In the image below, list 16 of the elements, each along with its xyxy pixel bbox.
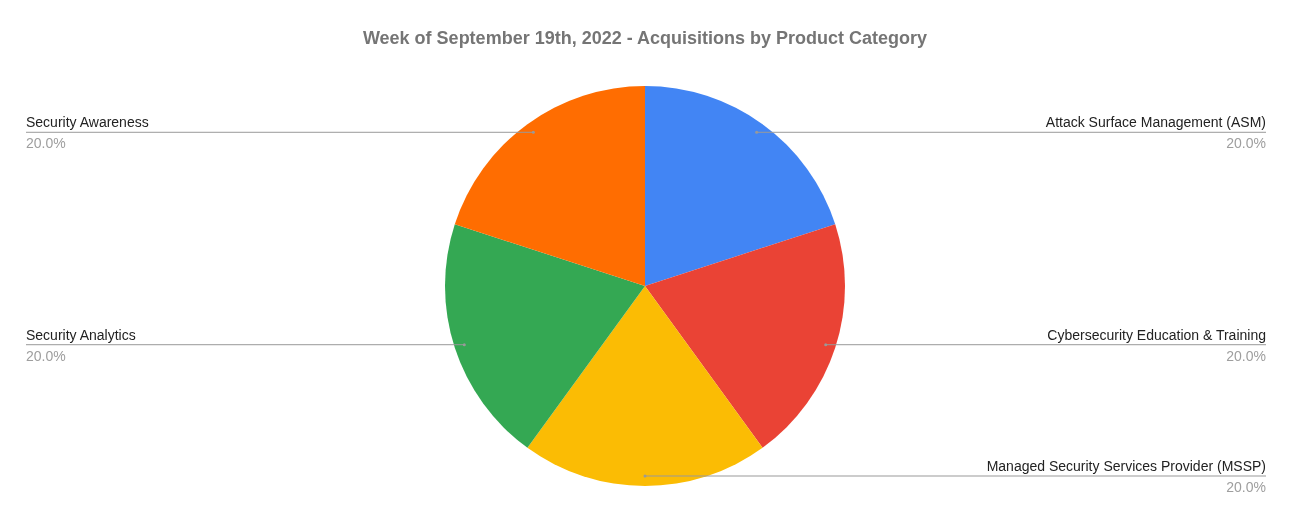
data-label: 20.0% bbox=[1226, 347, 1266, 364]
data-label: 20.0% bbox=[1226, 135, 1266, 152]
pie-slice bbox=[445, 224, 645, 448]
data-label: 20.0% bbox=[1226, 479, 1266, 495]
slice-label: Cybersecurity Education & Training bbox=[1047, 326, 1266, 343]
slice-label: Security Awareness bbox=[26, 114, 149, 131]
slice-label: Managed Security Services Provider (MSSP) bbox=[986, 458, 1266, 474]
slice-label: Attack Surface Management (ASM) bbox=[1045, 114, 1266, 131]
chart-title: Week of September 19th, 2022 - Acquisitions by Product Category bbox=[362, 28, 928, 48]
data-label: 20.0% bbox=[26, 347, 66, 364]
pie-slice bbox=[527, 286, 763, 486]
data-label: 20.0% bbox=[26, 135, 66, 152]
slice-label: Security Analytics bbox=[26, 326, 136, 343]
pie-slice bbox=[645, 86, 836, 286]
pie-slice bbox=[645, 224, 845, 448]
pie-slice bbox=[454, 86, 645, 286]
